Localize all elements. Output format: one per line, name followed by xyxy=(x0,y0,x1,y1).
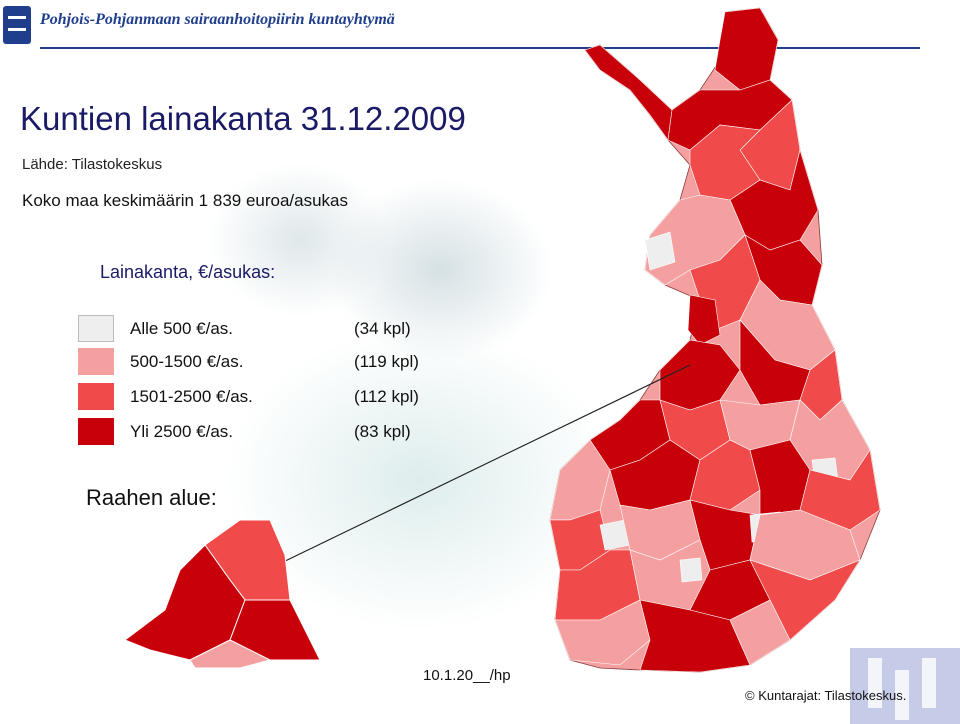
legend-count: (83 kpl) xyxy=(354,422,411,441)
legend-swatch xyxy=(78,383,114,410)
legend-label: Alle 500 €/as. xyxy=(130,319,234,338)
legend-title: Lainakanta, €/asukas: xyxy=(100,262,276,282)
legend-label: Yli 2500 €/as. xyxy=(130,422,234,441)
inset-region-raahe-south xyxy=(189,639,272,669)
region-uusimaa xyxy=(639,599,751,673)
inset-pointer-line xyxy=(214,364,691,596)
legend-swatch xyxy=(78,418,114,445)
finland-map xyxy=(549,7,881,673)
corner-logo-icon xyxy=(850,648,960,724)
logo-icon xyxy=(3,6,31,44)
header-divider xyxy=(40,47,920,49)
page-title: Kuntien lainakanta 31.12.2009 xyxy=(20,100,466,137)
region-kymenlaakso xyxy=(729,599,791,666)
legend-count: (34 kpl) xyxy=(354,319,411,338)
region-lapland-north xyxy=(714,7,779,91)
inset-region-raahe-west xyxy=(123,544,246,661)
source-text: Lähde: Tilastokeskus xyxy=(22,156,163,173)
footer-credit: © Kuntarajat: Tilastokeskus. xyxy=(745,688,907,703)
footer-date: 10.1.20__/hp xyxy=(423,667,511,684)
region-oulu xyxy=(687,294,721,346)
region-lapland-west xyxy=(584,44,673,141)
legend-label: 1501-2500 €/as. xyxy=(130,387,253,406)
legend-count: (119 kpl) xyxy=(354,352,419,371)
region-low-5 xyxy=(679,557,703,583)
organization-name: Pohjois-Pohjanmaan sairaanhoitopiirin ku… xyxy=(40,11,395,28)
legend-label: 500-1500 €/as. xyxy=(130,352,244,371)
inset-title: Raahen alue: xyxy=(86,485,217,510)
legend-swatch xyxy=(78,348,114,375)
header: Pohjois-Pohjanmaan sairaanhoitopiirin ku… xyxy=(0,0,960,50)
national-average: Koko maa keskimäärin 1 839 euroa/asukas xyxy=(22,191,349,210)
legend-swatch xyxy=(78,315,114,342)
legend-count: (112 kpl) xyxy=(354,387,419,406)
inset-map xyxy=(123,519,321,669)
region-low-1 xyxy=(644,231,676,271)
